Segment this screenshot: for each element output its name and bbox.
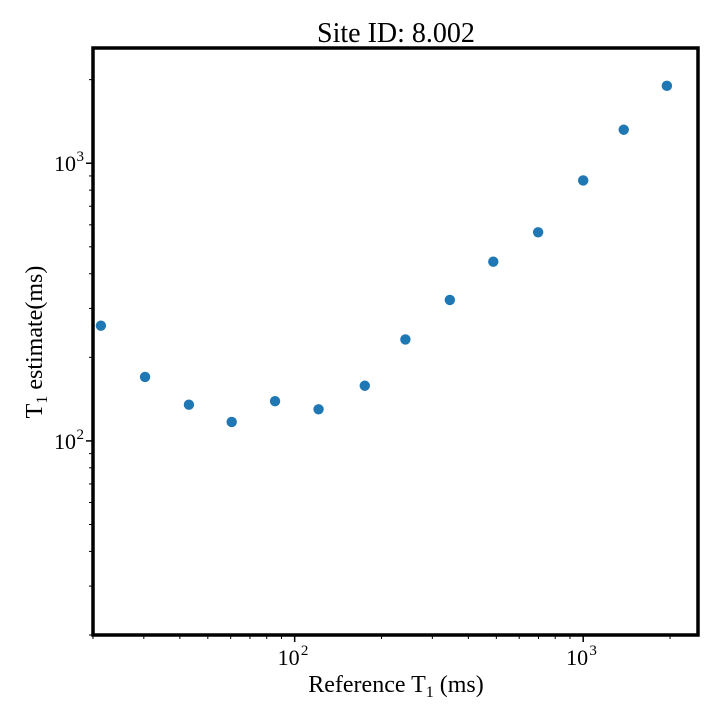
y-tick-label-exponent-1: 2 (77, 427, 85, 443)
data-point-2 (139, 371, 151, 383)
data-point-9 (444, 294, 456, 306)
plot-area (95, 80, 673, 428)
data-point-5 (269, 396, 281, 407)
data-point-11 (532, 227, 544, 238)
data-point-10 (488, 256, 499, 267)
y-axis-label-main: T (22, 403, 48, 418)
plot-frame (91, 46, 700, 637)
data-point-13 (618, 124, 629, 135)
data-point-3 (183, 399, 195, 410)
y-axis-label-subscript: 1 (34, 396, 51, 404)
axes: 10 2 10 310 210 3 (54, 79, 671, 670)
data-point-14 (661, 80, 673, 92)
data-point-7 (359, 380, 370, 391)
y-tick-label-exponent-2: 3 (77, 149, 85, 165)
data-point-6 (313, 404, 324, 415)
x-tick-label-1: 10 (278, 645, 300, 670)
data-point-8 (400, 334, 411, 345)
data-point-1 (95, 320, 107, 331)
x-axis-label-main: Reference T (308, 672, 426, 698)
data-point-4 (226, 416, 237, 428)
x-tick-label-exponent-2: 3 (589, 643, 597, 659)
y-tick-label-1: 10 (54, 429, 76, 454)
x-axis-label-subscript: 1 (426, 684, 434, 701)
chart-title: Site ID: 8.002 (317, 18, 475, 49)
x-tick-label-2: 10 (566, 645, 588, 670)
x-axis-label: Reference T1 (ms) (308, 672, 483, 701)
y-axis-label: T1 estimate(ms) (22, 266, 51, 419)
y-axis-label-unit: estimate(ms) (22, 266, 48, 396)
y-tick-label-2: 10 (54, 151, 76, 176)
x-tick-label-exponent-1: 2 (301, 643, 309, 659)
data-point-12 (577, 175, 589, 186)
x-axis-label-unit: (ms) (434, 672, 484, 698)
